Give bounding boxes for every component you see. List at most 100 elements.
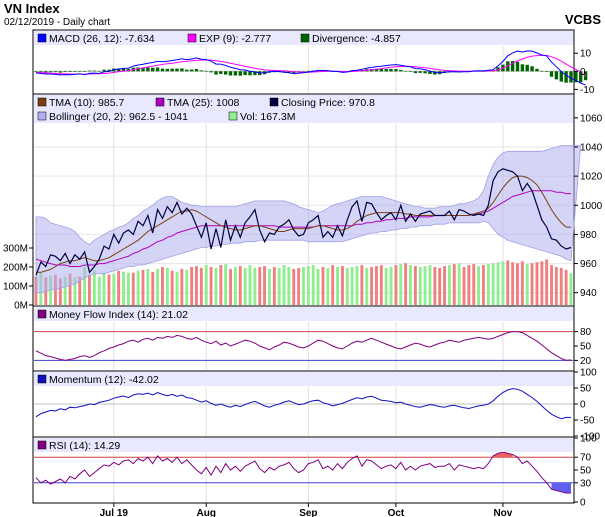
price-axis-tick-label: 1020: [580, 172, 603, 183]
macd-axis-tick-label: -10: [580, 85, 595, 96]
divergence-bar: [374, 68, 379, 72]
rsi-axis-tick-label: 0: [580, 498, 586, 509]
volume-bar: [127, 272, 130, 305]
volume-bar: [292, 268, 296, 305]
momentum-axis-tick-label: 50: [580, 384, 592, 395]
divergence-bar: [253, 71, 257, 76]
divergence-bar: [199, 70, 204, 72]
brand-label: VCBS: [565, 12, 601, 27]
volume-bar: [472, 264, 476, 305]
price-axis-tick-label: 1060: [580, 113, 603, 124]
volume-bar: [58, 278, 62, 305]
divergence-bar: [394, 69, 398, 72]
volume-bar: [175, 271, 179, 306]
divergence-bar: [87, 70, 92, 72]
divergence-bar: [399, 70, 403, 72]
mfi-panel: 80 50 20 Money Flow Index (14): 21.02: [32, 305, 592, 372]
volume-bar: [428, 265, 432, 305]
volume-bar: [448, 265, 451, 305]
volume-bar: [209, 267, 213, 305]
volume-bar: [131, 272, 135, 305]
price-legend-bollinger: Bollinger (20, 2): 962.5 - 1041: [49, 111, 188, 123]
momentum-legend-bg: [34, 372, 573, 386]
volume-axis-tick-label: 100M: [3, 282, 28, 293]
volume-bar: [511, 262, 515, 306]
volume-bar: [165, 267, 169, 305]
rsi-swatch: [37, 440, 47, 450]
macd-line: [35, 50, 586, 86]
volume-bar: [559, 267, 563, 305]
divergence-bar: [189, 69, 194, 72]
divergence-bar: [73, 71, 77, 72]
divergence-bar: [379, 69, 383, 72]
price-legend-tma25: TMA (25): 1008: [167, 97, 240, 109]
volume-bar: [496, 262, 500, 306]
price-axis-tick-label: 980: [580, 230, 597, 241]
volume-bar: [92, 270, 96, 305]
volume-axis-tick-label: 0M: [14, 301, 28, 312]
volume-bar: [97, 276, 101, 305]
momentum-axis-tick-label: -50: [580, 416, 595, 427]
price-legend-volume: Vol: 167.3M: [240, 111, 295, 123]
volume-bar: [457, 263, 461, 305]
price-axis-tick-label: 1040: [580, 142, 603, 153]
volume-bar: [452, 264, 456, 305]
divergence-bar: [117, 68, 121, 72]
bollinger-band: [35, 145, 582, 294]
volume-bar: [170, 270, 174, 305]
macd-axis-tick-label: 0: [580, 67, 586, 78]
volume-bar: [63, 276, 67, 305]
price-panel: 1060 1040 1020 1000 980 960 940 300M 200M 100M 0M…: [3, 93, 603, 312]
volume-bar: [156, 268, 159, 305]
divergence-bar: [160, 68, 165, 72]
volume-bar: [199, 267, 203, 305]
divergence-bar: [520, 64, 525, 72]
divergence-bar: [214, 71, 218, 75]
close-line: [35, 168, 572, 276]
divergence-bar: [306, 71, 311, 72]
price-legend-bg: [34, 95, 573, 123]
volume-bar: [477, 266, 480, 305]
volume-bar: [525, 264, 529, 305]
divergence-bar: [413, 71, 418, 74]
divergence-bar: [535, 68, 539, 72]
momentum-axis-tick-label: -100: [580, 432, 600, 443]
volume-bar: [49, 275, 52, 305]
volume-bar: [530, 263, 534, 305]
divergence-swatch: [300, 33, 310, 43]
divergence-bar: [194, 69, 199, 72]
volume-bar: [141, 269, 145, 305]
volume-bar: [195, 266, 198, 305]
divergence-bar: [58, 71, 62, 73]
divergence-bar: [574, 71, 578, 83]
volume-bar: [287, 267, 291, 305]
volume-bar: [389, 267, 393, 305]
divergence-bar: [423, 71, 427, 74]
x-axis: Jul 19 Aug Sep Oct Nov: [100, 503, 513, 517]
divergence-bar: [549, 71, 554, 77]
volume-bar: [550, 265, 553, 305]
volume-bar: [379, 265, 383, 305]
macd-panel: 10 0 -10 MACD (26, 12): -7.634 EXP (9): -2…: [32, 29, 595, 96]
macd-plot: [34, 46, 588, 93]
volume-bar: [73, 277, 77, 305]
volume-axis-tick-label: 300M: [3, 244, 28, 255]
divergence-bar: [204, 70, 208, 72]
divergence-bar: [92, 70, 97, 72]
divergence-bar: [209, 71, 213, 73]
volume-bar: [375, 266, 378, 305]
volume-bar: [122, 271, 125, 306]
divergence-bar: [569, 71, 573, 83]
rsi-legend: RSI (14): 14.29: [49, 440, 120, 452]
volume-bar: [413, 266, 417, 305]
divergence-bar: [170, 68, 174, 72]
tma25-swatch: [155, 97, 165, 107]
volume-bar: [569, 273, 573, 305]
divergence-bar: [579, 71, 583, 83]
divergence-bar: [53, 71, 58, 73]
volume-bar: [224, 264, 228, 305]
volume-bar: [68, 273, 72, 305]
volume-bar: [341, 266, 344, 305]
volume-bar: [88, 274, 91, 305]
